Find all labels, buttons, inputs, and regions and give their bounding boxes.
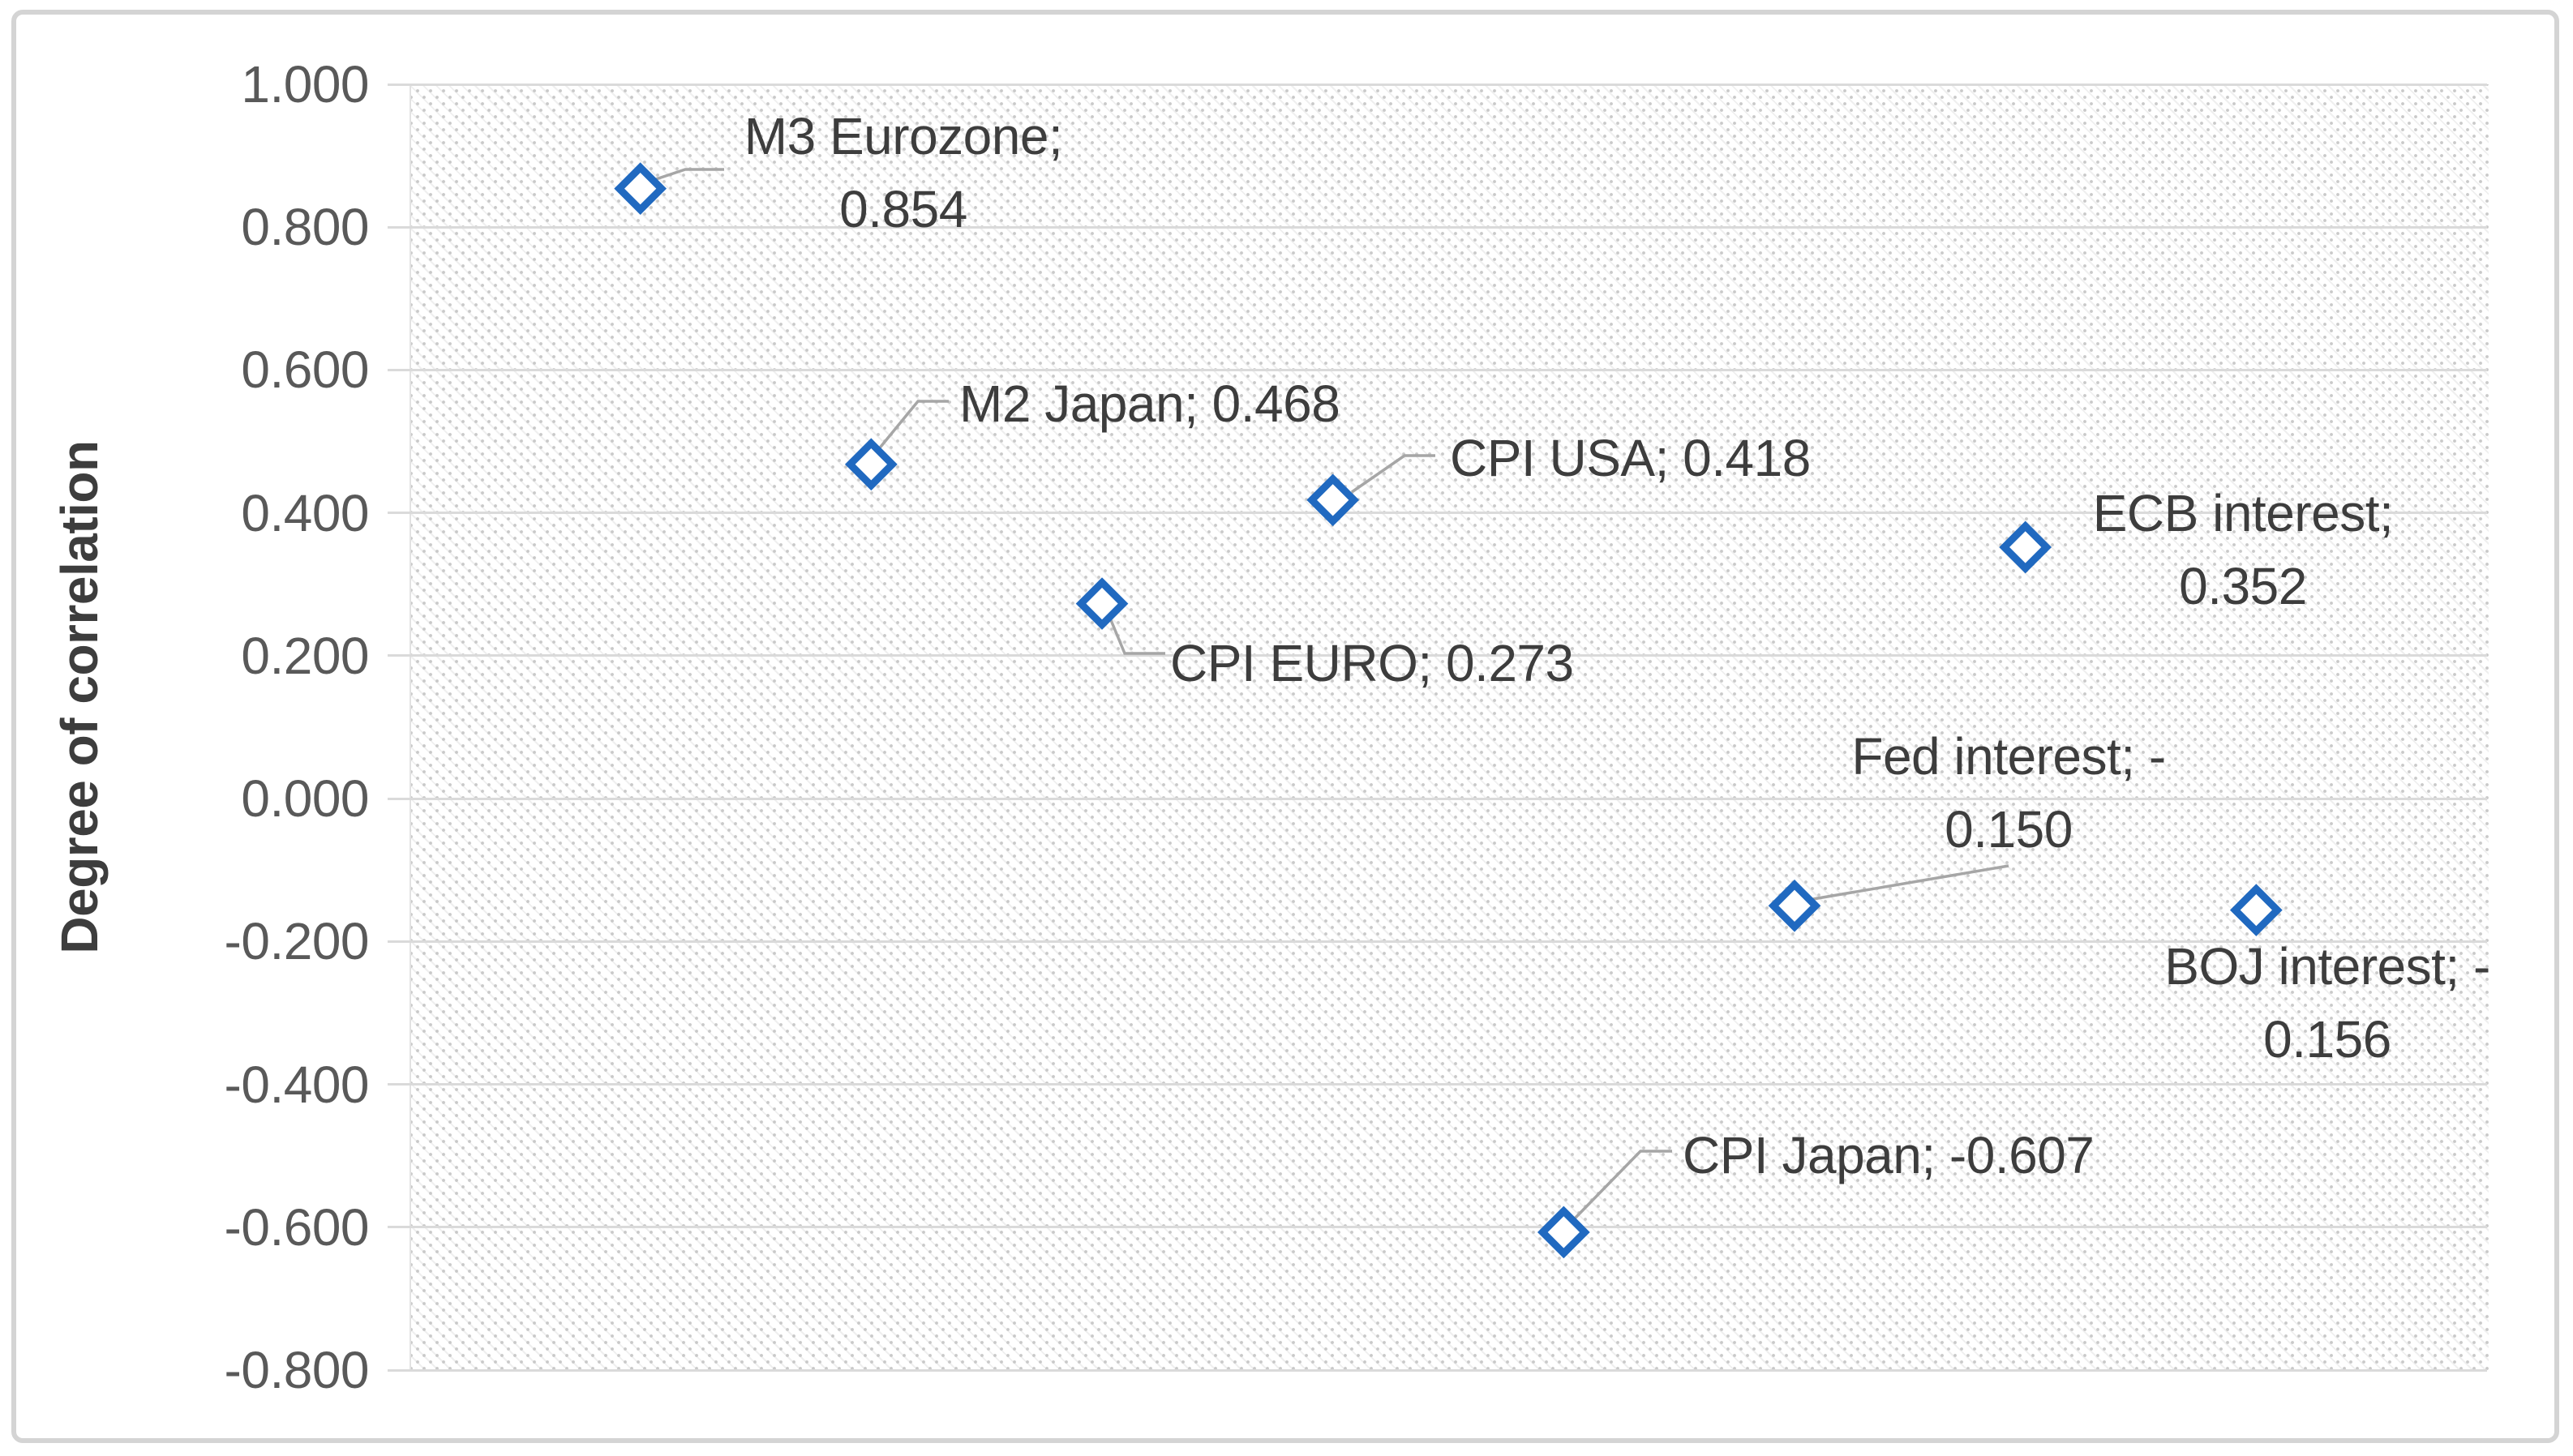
y-axis-tick-label: -0.400: [224, 1055, 370, 1114]
gridline: [410, 1368, 2487, 1372]
y-axis-tick-label: 0.000: [241, 769, 369, 829]
data-point-label-line: BOJ interest; -: [2164, 937, 2490, 996]
y-axis-tick-label: 0.400: [241, 483, 369, 542]
gridline: [410, 83, 2487, 86]
y-axis-tick-mark: [388, 368, 411, 371]
data-point-label: CPI Japan; -0.607: [1683, 1119, 2095, 1192]
data-point-label-line: CPI EURO; 0.273: [1170, 634, 1574, 692]
data-point-label: Fed interest; - 0.150: [1851, 720, 2166, 866]
diamond-marker: [1768, 879, 1821, 932]
y-axis-tick-label: -0.200: [224, 912, 370, 971]
data-point-label-line: 0.156: [2263, 1010, 2391, 1068]
gridline: [410, 225, 2487, 229]
y-axis-tick-mark: [388, 940, 411, 943]
y-axis-tick-label: -0.600: [224, 1197, 370, 1257]
y-axis-tick-label: 0.200: [241, 626, 369, 685]
gridline: [410, 1083, 2487, 1086]
data-point-label-line: M3 Eurozone;: [744, 107, 1063, 165]
diamond-marker: [1075, 577, 1129, 630]
data-point-label-line: 0.854: [839, 180, 967, 238]
data-point-label: BOJ interest; - 0.156: [2164, 930, 2490, 1076]
plot-area-hatched-background: [410, 84, 2489, 1370]
data-point-label: M2 Japan; 0.468: [959, 367, 1340, 440]
y-axis-tick-label: 0.800: [241, 198, 369, 257]
diamond-marker: [1537, 1205, 1590, 1259]
data-point-label: M3 Eurozone; 0.854: [744, 100, 1063, 246]
data-label-leader-line: [1109, 619, 1165, 655]
data-point-label-line: ECB interest;: [2092, 484, 2394, 542]
y-axis-tick-mark: [388, 1368, 411, 1372]
gridline: [410, 512, 2487, 515]
y-axis-tick-mark: [388, 654, 411, 657]
diamond-marker: [614, 162, 667, 216]
diamond-marker: [2229, 884, 2283, 936]
data-point-label-line: 0.150: [1945, 800, 2073, 859]
data-label-leader-line: [1351, 454, 1435, 494]
data-label-leader-line: [1572, 1150, 1672, 1222]
data-point-label-line: CPI Japan; -0.607: [1683, 1126, 2095, 1184]
gridline: [410, 654, 2487, 657]
y-axis-tick-label: -0.800: [224, 1341, 370, 1399]
data-point-label: CPI USA; 0.418: [1450, 422, 1811, 495]
y-axis-tick-label: 1.000: [241, 55, 369, 113]
y-axis-tick-mark: [388, 1226, 411, 1229]
y-axis-tick-mark: [388, 512, 411, 515]
data-label-leader-line: [1808, 864, 2009, 901]
diamond-marker: [844, 438, 898, 491]
y-axis-tick-mark: [388, 797, 411, 800]
data-point-label-line: CPI USA; 0.418: [1450, 429, 1811, 487]
data-label-leader-line: [876, 400, 949, 452]
data-point-label-line: 0.352: [2179, 557, 2307, 615]
gridline: [410, 940, 2487, 943]
diamond-marker: [1999, 520, 2052, 574]
data-label-leader-line: [653, 168, 724, 182]
gridline: [410, 797, 2487, 800]
y-axis-tick-label: 0.600: [241, 340, 369, 400]
y-axis-tick-mark: [388, 83, 411, 86]
y-axis-tick-mark: [388, 225, 411, 229]
y-axis-tick-mark: [388, 1083, 411, 1086]
data-point-label-line: Fed interest; -: [1851, 727, 2166, 786]
gridline: [410, 1226, 2487, 1229]
data-point-label-line: M2 Japan; 0.468: [959, 375, 1340, 433]
gridline: [410, 368, 2487, 371]
diamond-marker: [1306, 473, 1360, 527]
data-point-label: ECB interest; 0.352: [2093, 477, 2394, 623]
data-point-label: CPI EURO; 0.273: [1170, 627, 1574, 700]
